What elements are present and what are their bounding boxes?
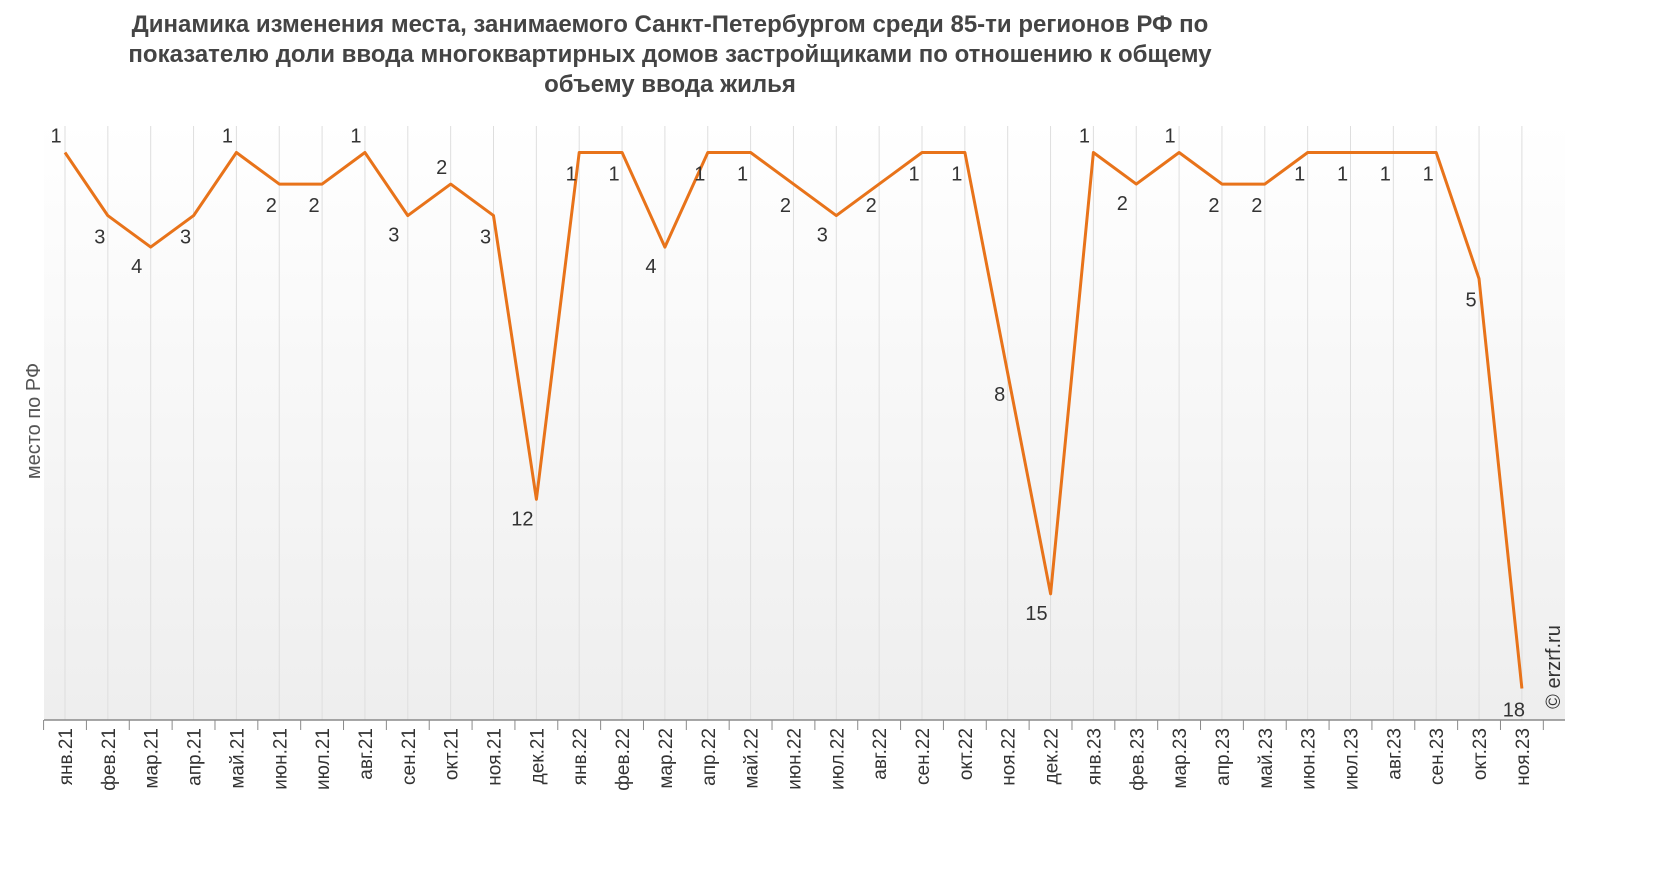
data-label: 3	[180, 227, 191, 249]
data-label: 2	[1251, 195, 1262, 217]
x-tick-label: мар.22	[656, 728, 677, 789]
x-tick-label: май.22	[742, 728, 763, 789]
x-tick-label: июн.22	[784, 728, 805, 790]
x-tick-label: фев.22	[613, 728, 634, 791]
x-tick-label: апр.22	[699, 728, 720, 786]
x-tick-label: июн.23	[1299, 728, 1320, 790]
x-tick-label: янв.23	[1084, 728, 1105, 785]
data-label: 5	[1465, 290, 1476, 312]
data-label: 18	[1503, 699, 1525, 721]
data-label: 1	[50, 126, 61, 148]
data-label: 1	[1337, 164, 1348, 186]
grid-layer	[43, 126, 1544, 730]
x-tick-label: сен.21	[399, 728, 420, 785]
data-label: 1	[908, 164, 919, 186]
x-tick-label: май.21	[227, 728, 248, 789]
x-tick-label: янв.21	[56, 728, 77, 785]
plot-area	[44, 121, 1565, 720]
data-label: 1	[222, 126, 233, 148]
chart-title: Динамика изменения места, занимаемого Са…	[128, 11, 1212, 98]
data-label: 1	[1165, 126, 1176, 148]
x-tick-label: июл.23	[1342, 728, 1363, 790]
data-label: 8	[994, 384, 1005, 406]
x-tick-label: окт.23	[1470, 728, 1491, 780]
x-tick-label: июл.21	[313, 728, 334, 790]
data-label: 1	[737, 164, 748, 186]
x-tick-label: дек.22	[1042, 728, 1063, 784]
data-label: 1	[1380, 164, 1391, 186]
data-label: 12	[511, 508, 533, 530]
x-tick-label: окт.21	[442, 728, 463, 780]
data-label: 2	[866, 195, 877, 217]
data-label: 2	[309, 195, 320, 217]
data-label: 4	[131, 256, 142, 278]
x-tick-label: мар.21	[142, 728, 163, 789]
x-tick-label: фев.21	[99, 728, 120, 791]
x-tick-label: авг.22	[870, 728, 891, 780]
x-tick-label: мар.23	[1170, 728, 1191, 789]
data-label: 1	[350, 126, 361, 148]
x-tick-label: апр.21	[185, 728, 206, 786]
data-label: 3	[480, 227, 491, 249]
data-label: 3	[388, 225, 399, 247]
x-tick-label: ноя.22	[999, 728, 1020, 786]
data-label: 3	[817, 225, 828, 247]
y-axis-title: место по РФ	[23, 363, 45, 479]
data-label: 1	[951, 164, 962, 186]
x-tick-label: май.23	[1256, 728, 1277, 789]
series-line	[63, 151, 1524, 689]
x-tick-labels: янв.21 фев.21 мар.21 апр.21 май.21 июн.21 июл.…	[56, 728, 1534, 791]
data-label: 2	[780, 195, 791, 217]
data-label: 2	[1117, 193, 1128, 215]
x-tick-label: янв.22	[570, 728, 591, 785]
x-tick-label: авг.21	[356, 728, 377, 780]
x-tick-label: июл.22	[827, 728, 848, 790]
source-credit: © erzrf.ru	[1543, 625, 1565, 709]
data-label: 1	[566, 164, 577, 186]
data-label: 1	[1423, 164, 1434, 186]
x-tick-label: фев.23	[1127, 728, 1148, 791]
x-tick-label: ноя.23	[1513, 728, 1534, 786]
x-tick-label: сен.22	[913, 728, 934, 785]
data-label: 15	[1025, 603, 1047, 625]
data-label: 2	[436, 157, 447, 179]
x-tick-label: апр.23	[1213, 728, 1234, 786]
x-tick-label: июн.21	[270, 728, 291, 790]
data-label: 1	[608, 164, 619, 186]
x-tick-label: авг.23	[1384, 728, 1405, 780]
data-label: 2	[1208, 195, 1219, 217]
x-tick-label: ноя.21	[485, 728, 506, 786]
data-label: 2	[266, 195, 277, 217]
data-label: 4	[645, 256, 656, 278]
data-label: 1	[1079, 126, 1090, 148]
x-tick-label: дек.21	[527, 728, 548, 784]
data-label: 3	[94, 227, 105, 249]
data-label: 1	[694, 164, 705, 186]
data-label: 1	[1294, 164, 1305, 186]
x-tick-label: окт.22	[956, 728, 977, 780]
x-tick-label: сен.23	[1427, 728, 1448, 785]
